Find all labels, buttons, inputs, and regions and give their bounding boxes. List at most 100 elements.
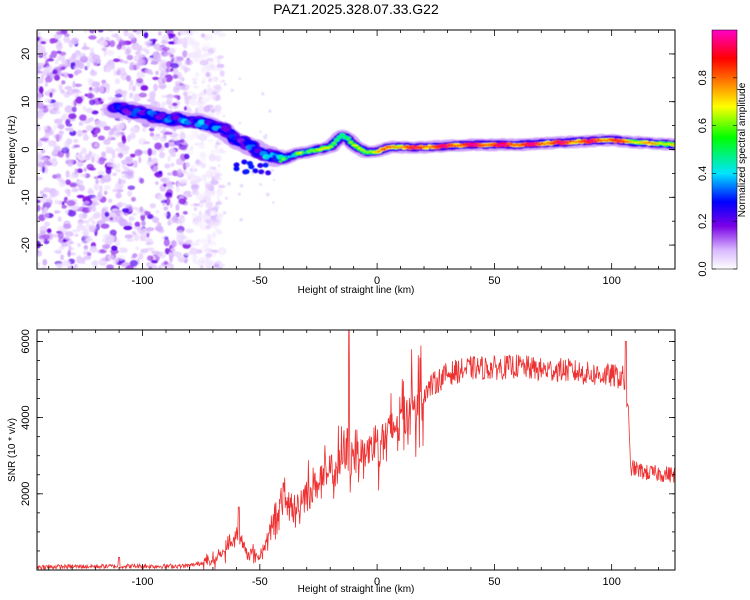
signal-cell [310, 149, 313, 152]
signal-cell [402, 145, 406, 148]
noise-cell [158, 251, 166, 259]
noise-cell [137, 59, 144, 64]
noise-cell [132, 85, 136, 92]
noise-cell [157, 222, 162, 229]
noise-cell [161, 101, 166, 108]
noise-cell [106, 234, 115, 243]
noise-cell [124, 48, 131, 56]
noise-cell [181, 83, 189, 91]
noise-cell [44, 221, 50, 227]
noise-cell [54, 74, 60, 81]
noise-cell [51, 88, 55, 94]
noise-cell [61, 201, 65, 206]
noise-cell [37, 126, 41, 131]
noise-cell [225, 196, 228, 200]
noise-cell [147, 214, 154, 220]
noise-cell [55, 263, 64, 268]
noise-cell [83, 30, 88, 34]
signal-cell [594, 140, 598, 143]
noise-cell [43, 160, 50, 164]
noise-cell [189, 39, 195, 46]
noise-cell [213, 148, 222, 154]
noise-cell [189, 247, 199, 255]
noise-cell [76, 129, 84, 137]
noise-cell [155, 181, 159, 186]
noise-cell [109, 158, 115, 164]
noise-cell [73, 65, 80, 70]
noise-cell [149, 71, 154, 75]
signal-cell [656, 142, 659, 145]
noise-cell [129, 259, 138, 267]
signal-cell [566, 141, 569, 144]
noise-cell [153, 83, 158, 92]
noise-cell [38, 62, 45, 67]
noise-cell [195, 71, 199, 78]
signal-cell [276, 154, 280, 158]
noise-cell [191, 77, 198, 82]
noise-cell [92, 133, 98, 138]
noise-cell [210, 109, 216, 113]
noise-cell [196, 195, 204, 201]
noise-cell [184, 59, 193, 66]
signal-cell [552, 142, 555, 145]
noise-cell [59, 245, 65, 250]
signal-cell [233, 166, 240, 172]
noise-cell [270, 168, 274, 172]
noise-cell [144, 237, 153, 243]
noise-cell [50, 159, 58, 167]
noise-cell [107, 211, 115, 217]
noise-cell [165, 197, 171, 206]
noise-cell [138, 252, 144, 260]
noise-cell [101, 47, 107, 52]
noise-cell [197, 93, 201, 97]
signal-cell [355, 144, 358, 147]
noise-cell [215, 215, 223, 221]
signal-cell [290, 155, 294, 158]
noise-cell [95, 179, 99, 184]
noise-cell [146, 40, 151, 48]
noise-cell [130, 35, 135, 40]
noise-cell [71, 187, 79, 193]
noise-cell [64, 105, 74, 114]
snr-y-label: SNR (10 * v/v) [7, 418, 18, 482]
noise-cell [61, 80, 66, 85]
noise-cell [116, 162, 121, 169]
noise-cell [237, 192, 241, 196]
noise-cell [192, 45, 201, 53]
noise-cell [174, 80, 180, 88]
spectrogram-x-label: Height of straight line (km) [298, 285, 415, 296]
noise-cell [191, 165, 196, 172]
noise-cell [190, 242, 200, 247]
noise-cell [264, 136, 267, 140]
spectrogram-x-tick-label: -50 [252, 275, 268, 287]
noise-cell [142, 231, 147, 238]
noise-cell [72, 229, 81, 233]
noise-cell [119, 90, 128, 95]
noise-cell [125, 265, 134, 269]
noise-cell [85, 237, 93, 243]
signal-cell [262, 162, 269, 168]
noise-cell [158, 81, 167, 90]
noise-cell [203, 52, 208, 58]
noise-cell [149, 203, 156, 209]
noise-cell [141, 220, 146, 227]
noise-cell [265, 192, 270, 197]
noise-cell [135, 246, 139, 250]
noise-cell [100, 223, 110, 229]
noise-cell [185, 171, 195, 177]
signal-cell [397, 146, 401, 149]
signal-cell [133, 108, 141, 114]
noise-cell [65, 210, 69, 214]
noise-cell [163, 206, 169, 211]
noise-cell [40, 41, 47, 45]
noise-cell [222, 211, 227, 215]
noise-cell [189, 203, 195, 207]
noise-cell [150, 259, 158, 264]
noise-cell [205, 183, 212, 190]
noise-cell [38, 235, 48, 240]
noise-cell [58, 130, 64, 136]
signal-cell [521, 143, 524, 146]
noise-cell [216, 57, 221, 65]
noise-cell [183, 106, 188, 111]
